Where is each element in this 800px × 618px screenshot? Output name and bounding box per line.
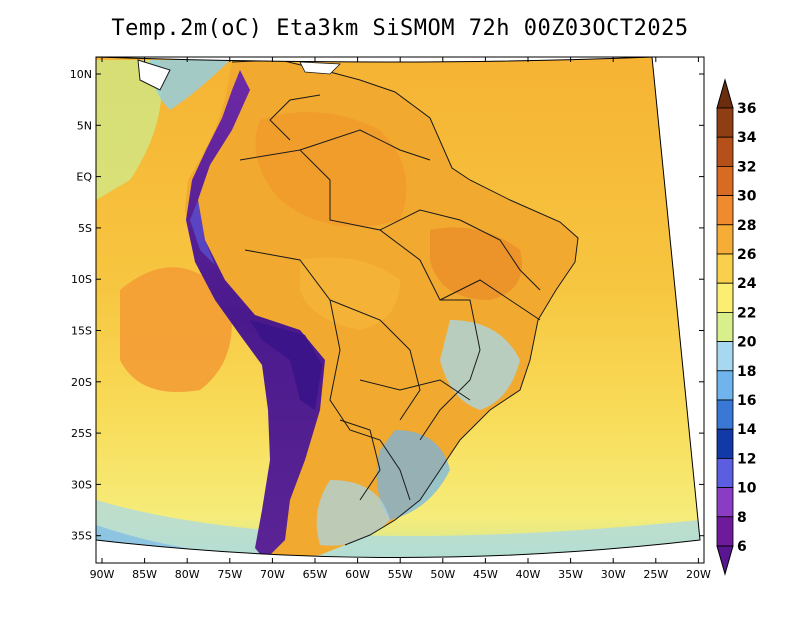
lat-label: 15S (71, 325, 92, 338)
colorbar-label: 12 (737, 451, 756, 467)
colorbar-label: 20 (737, 335, 757, 351)
lat-label: 20S (71, 376, 92, 389)
colorbar-segment (716, 195, 734, 226)
colorbar-label: 28 (737, 218, 756, 234)
lat-label: EQ (76, 171, 92, 184)
lon-label: 90W (90, 568, 115, 581)
colorbar-label: 22 (737, 305, 756, 321)
lon-label: 80W (175, 568, 200, 581)
lat-label: 10N (70, 68, 92, 81)
lat-label: 35S (71, 530, 92, 543)
colorbar: 36 34 32 30 28 26 24 22 20 18 16 14 12 10 8 6 (716, 78, 757, 576)
colorbar-segment (716, 399, 734, 430)
colorbar-label: 34 (737, 130, 757, 146)
colorbar-segment (716, 136, 734, 167)
map-title: Temp.2m(oC) Eta3km SiSMOM 72h 00Z03OCT20… (111, 16, 689, 41)
lon-label: 60W (345, 568, 370, 581)
colorbar-label: 10 (737, 481, 757, 497)
lon-label: 70W (260, 568, 285, 581)
colorbar-label: 8 (737, 510, 747, 526)
colorbar-label: 36 (737, 101, 756, 117)
colorbar-segment (716, 457, 734, 488)
colorbar-top-arrow (716, 78, 734, 109)
lon-label: 35W (558, 568, 583, 581)
lat-label: 5S (78, 222, 92, 235)
domain-outline (95, 56, 701, 558)
lon-label: 25W (643, 568, 668, 581)
andes-cordillera (186, 70, 325, 558)
colorbar-bottom-arrow (716, 545, 734, 576)
lon-label: 45W (473, 568, 498, 581)
lat-label: 10S (71, 273, 92, 286)
longitude-axis: 90W 85W 80W 75W 70W 65W 60W 55W 50W 45W 40W 35W 30W 2… (90, 57, 711, 581)
colorbar-segment (716, 282, 734, 313)
lon-label: 55W (388, 568, 413, 581)
colorbar-segment (716, 165, 734, 196)
lon-label: 30W (601, 568, 626, 581)
colorbar-segment (716, 341, 734, 372)
lon-label: 65W (303, 568, 328, 581)
colorbar-label: 18 (737, 364, 756, 380)
lat-label: 25S (71, 427, 92, 440)
colorbar-segment (716, 107, 734, 138)
lon-label: 20W (686, 568, 711, 581)
colorbar-segment (716, 487, 734, 518)
colorbar-segment (716, 224, 734, 255)
colorbar-label: 24 (737, 276, 757, 292)
colorbar-segment (716, 428, 734, 459)
lat-label: 5N (77, 119, 92, 132)
latitude-axis: 10N 5N EQ 5S 10S 15S 20S 25S 30S 35S (70, 68, 704, 543)
lon-label: 50W (430, 568, 455, 581)
map-domain (96, 57, 700, 558)
colorbar-label: 14 (737, 422, 757, 438)
colorbar-segment (716, 516, 734, 547)
colorbar-label: 32 (737, 159, 756, 175)
lat-label: 30S (71, 478, 92, 491)
colorbar-segment (716, 311, 734, 342)
political-borders (231, 59, 579, 546)
colorbar-label: 6 (737, 539, 747, 555)
lon-label: 40W (516, 568, 541, 581)
colorbar-segment (716, 253, 734, 284)
colorbar-segment (716, 370, 734, 401)
colorbar-label: 16 (737, 393, 756, 409)
colorbar-label: 26 (737, 247, 756, 263)
colorbar-label: 30 (737, 189, 757, 205)
lon-label: 75W (217, 568, 242, 581)
lon-label: 85W (132, 568, 157, 581)
